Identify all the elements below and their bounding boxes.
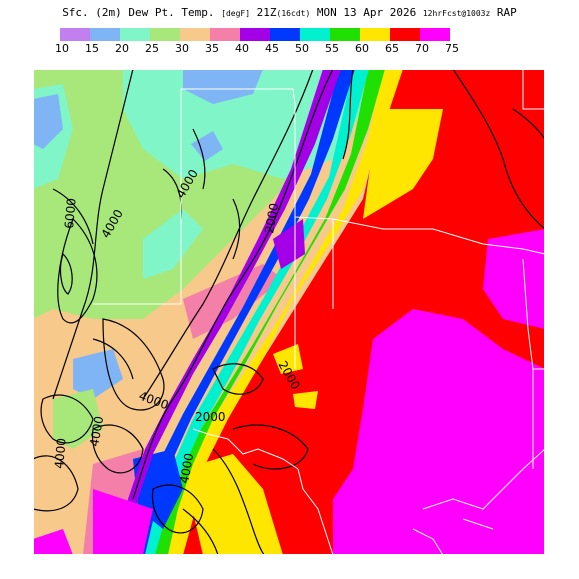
contour-label: 4000 — [52, 438, 69, 470]
legend-tick-label: 35 — [205, 42, 219, 55]
legend-tick-label: 10 — [55, 42, 69, 55]
legend-tick-label: 30 — [175, 42, 189, 55]
legend-tick-label: 55 — [325, 42, 339, 55]
legend-swatch — [300, 28, 330, 41]
legend-swatch — [270, 28, 300, 41]
title-part: MON 13 Apr 2026 — [310, 6, 423, 19]
legend-tick-label: 65 — [385, 42, 399, 55]
title-part: [degF] — [221, 9, 251, 18]
legend-swatch — [330, 28, 360, 41]
legend-swatch — [360, 28, 390, 41]
dewpoint-50-region — [145, 69, 369, 555]
contour-lines — [33, 69, 545, 555]
dewpoint-55-region — [155, 69, 385, 555]
legend-tick-label: 70 — [415, 42, 429, 55]
title-part: (16cdt) — [276, 9, 311, 18]
legend-tick-label: 50 — [295, 42, 309, 55]
title-part: 21Z — [250, 6, 277, 19]
dewpoint-60-region — [168, 69, 403, 555]
contour-label: 4000 — [87, 415, 106, 448]
legend-swatch — [120, 28, 150, 41]
contour-label: 2000 — [195, 410, 226, 424]
legend-swatch — [210, 28, 240, 41]
map-title: Sfc. (2m) Dew Pt. Temp. [degF] 21Z(16cdt… — [0, 6, 579, 19]
state-borders — [93, 69, 545, 555]
title-part: 12hrFcst@1003z — [422, 9, 491, 18]
legend-tick-label: 60 — [355, 42, 369, 55]
legend-swatch — [150, 28, 180, 41]
legend-tick-label: 45 — [265, 42, 279, 55]
legend-swatch — [180, 28, 210, 41]
legend-swatch — [240, 28, 270, 41]
legend-swatch — [60, 28, 90, 41]
legend-tick-label: 20 — [115, 42, 129, 55]
dewpoint-15-region — [183, 69, 263, 104]
legend-swatch — [90, 28, 120, 41]
legend-tick-label: 25 — [145, 42, 159, 55]
dewpoint-40-region — [113, 69, 341, 555]
legend-tick-label: 75 — [445, 42, 459, 55]
title-part: Sfc. (2m) Dew Pt. Temp. — [62, 6, 222, 19]
dewpoint-45-region — [133, 69, 355, 555]
dewpoint-map: 4000 2000 6000 4000 4000 2000 4000 4000 … — [33, 69, 545, 555]
color-scale-legend: 10 15 20 25 30 35 40 45 50 55 60 65 70 75 — [55, 28, 510, 58]
contour-label: 6000 — [62, 198, 79, 230]
contour-label: 4000 — [177, 452, 196, 485]
title-part: RAP — [490, 6, 517, 19]
dewpoint-70-region — [333, 309, 545, 555]
legend-swatch — [420, 28, 450, 41]
legend-tick-label: 15 — [85, 42, 99, 55]
contour-label: 2000 — [262, 202, 281, 235]
legend-tick-label: 40 — [235, 42, 249, 55]
legend-swatch — [390, 28, 420, 41]
